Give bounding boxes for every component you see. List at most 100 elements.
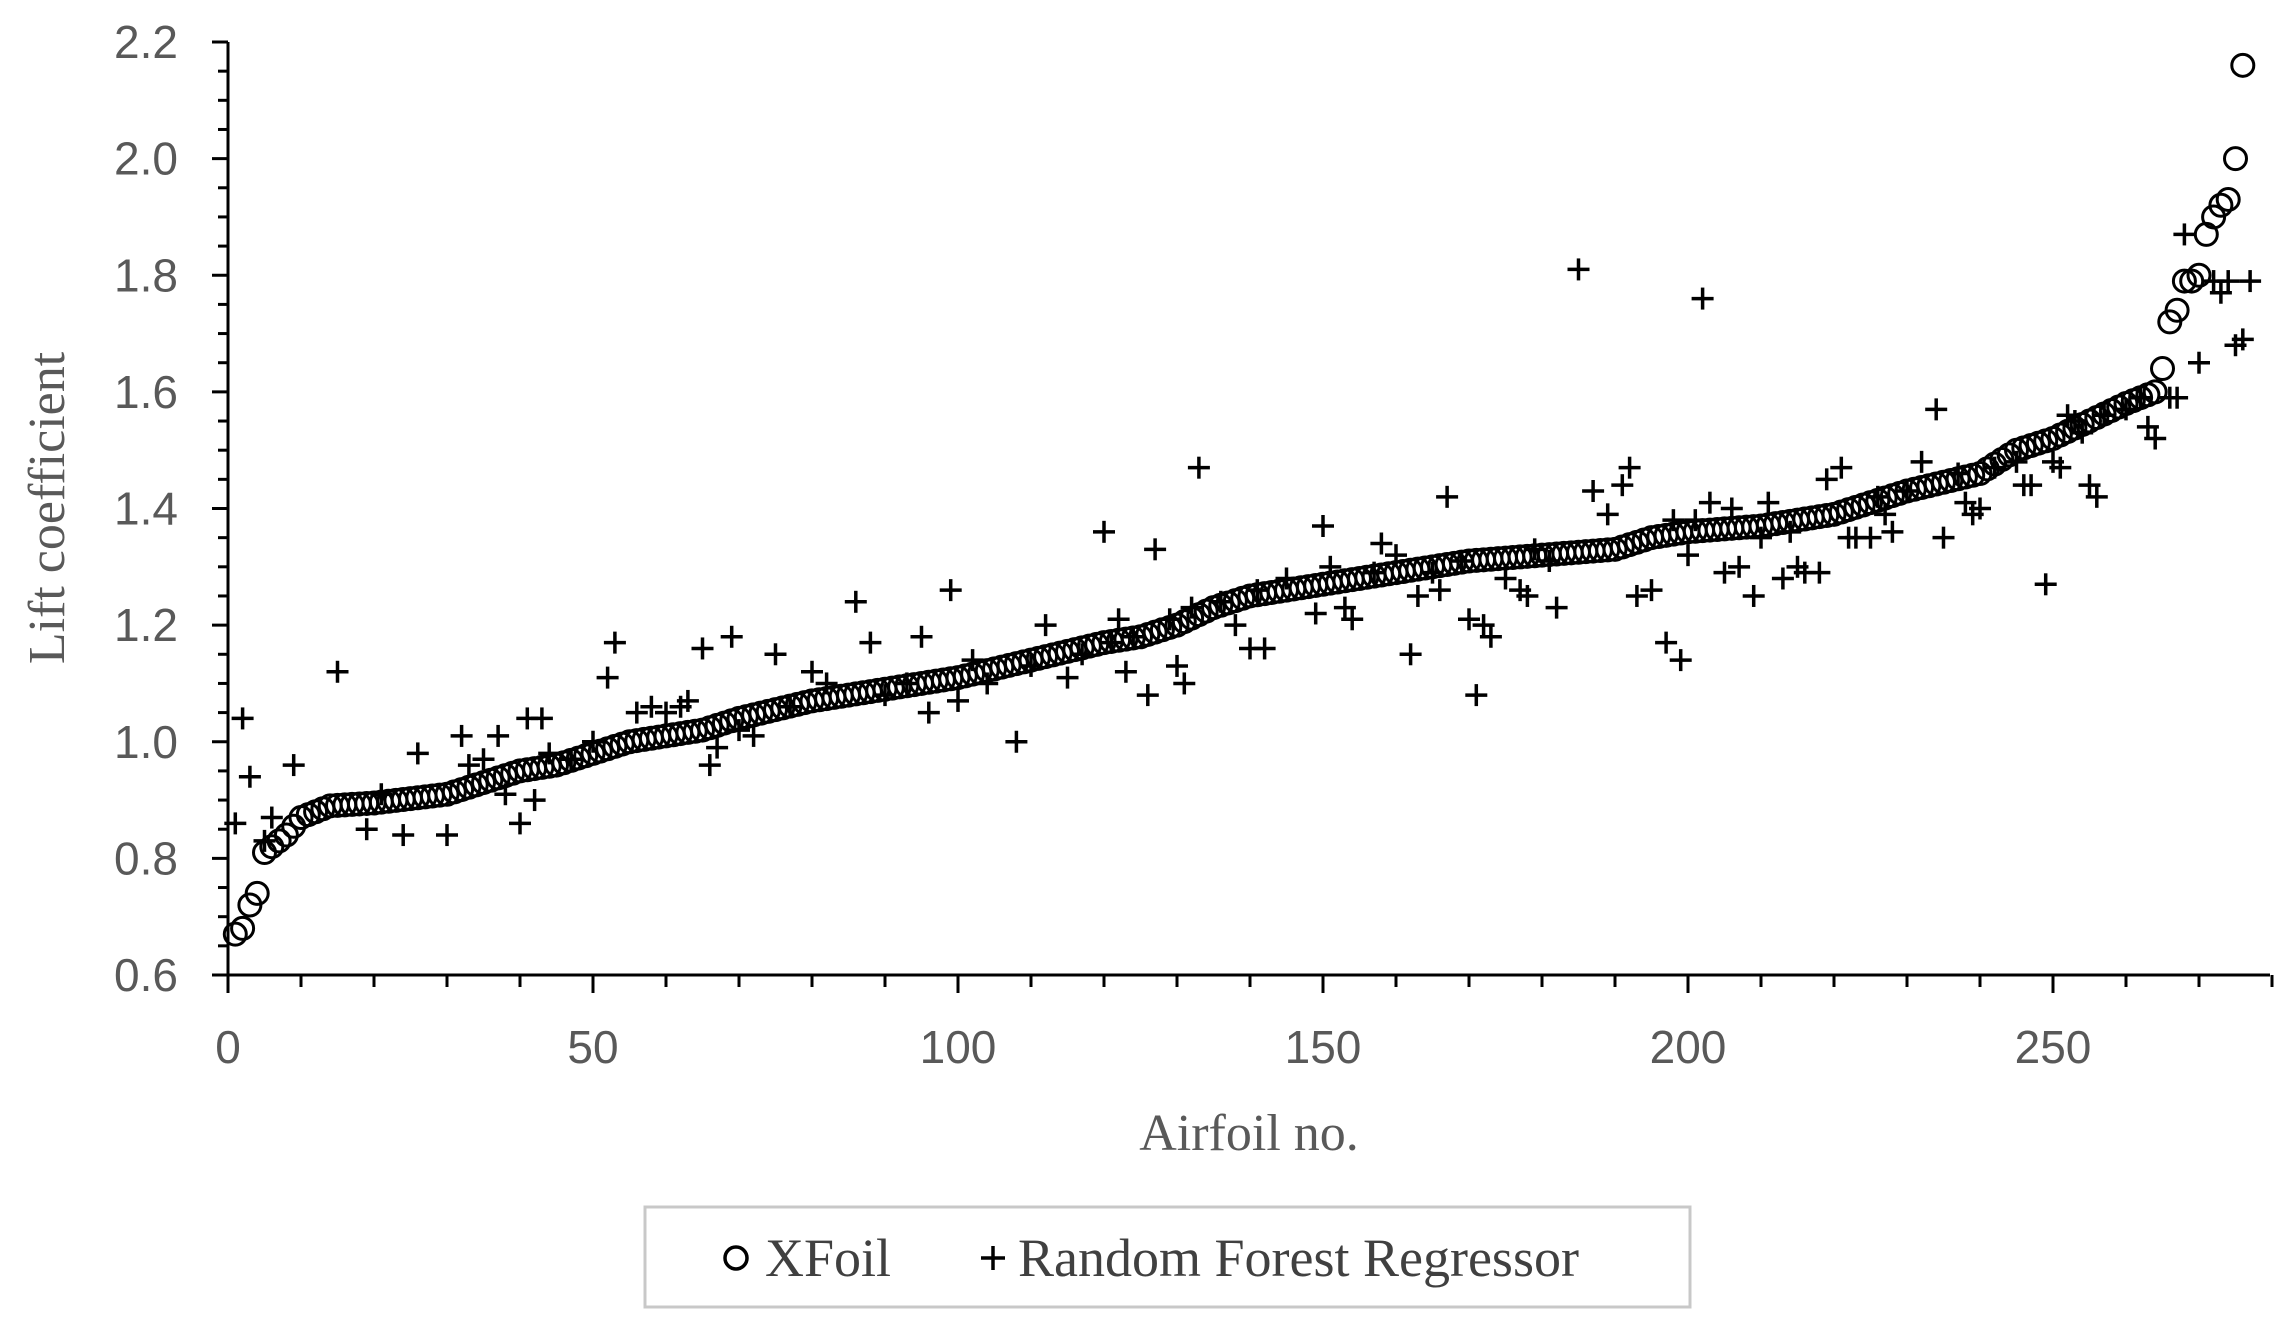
rf-point bbox=[260, 806, 283, 829]
rf-point bbox=[1684, 509, 1707, 532]
rf-point bbox=[2049, 456, 2072, 479]
rf-point bbox=[1144, 538, 1167, 561]
rf-point bbox=[625, 701, 648, 724]
rf-point bbox=[1954, 491, 1977, 514]
rf-point bbox=[1625, 584, 1648, 607]
rf-point bbox=[1896, 480, 1918, 503]
rf-point bbox=[779, 695, 802, 718]
rf-point bbox=[2005, 450, 2028, 473]
rf-point bbox=[1728, 555, 1751, 578]
rf-point bbox=[1304, 602, 1327, 625]
rf-point bbox=[1406, 584, 1429, 607]
rf-point bbox=[282, 754, 305, 777]
rf-point bbox=[1158, 608, 1181, 631]
rf-point bbox=[2085, 485, 2108, 508]
rf-point bbox=[1122, 625, 1145, 648]
rf-point bbox=[2129, 386, 2152, 409]
rf-point bbox=[706, 736, 729, 759]
rf-point bbox=[1187, 456, 1210, 479]
rf-point bbox=[1523, 538, 1546, 561]
rf-point bbox=[253, 829, 276, 852]
rf-point bbox=[1180, 596, 1203, 619]
rf-point bbox=[1881, 520, 1904, 543]
series-xfoil bbox=[222, 52, 2256, 947]
x-axis-title: Airfoil no. bbox=[1139, 1105, 1359, 1162]
rf-point bbox=[1618, 456, 1641, 479]
rf-point bbox=[2136, 415, 2159, 438]
rf-point bbox=[224, 812, 247, 835]
series-random-forest bbox=[224, 223, 2262, 852]
rf-point bbox=[2231, 328, 2254, 351]
rf-point bbox=[676, 689, 699, 712]
rf-point bbox=[1662, 509, 1685, 532]
rf-point bbox=[1465, 684, 1488, 707]
ticks bbox=[212, 40, 2274, 993]
legend-rf-marker bbox=[981, 1246, 1005, 1270]
rf-point bbox=[640, 695, 663, 718]
rf-point bbox=[1246, 579, 1269, 602]
rf-point bbox=[1458, 608, 1480, 631]
x-tick-label: 100 bbox=[920, 1021, 997, 1073]
rf-point bbox=[326, 660, 349, 683]
rf-point bbox=[1472, 614, 1495, 637]
rf-point bbox=[538, 742, 561, 765]
rf-point bbox=[472, 748, 495, 771]
rf-point bbox=[815, 672, 838, 695]
rf-point bbox=[1107, 608, 1130, 631]
x-tick-label: 250 bbox=[2015, 1021, 2092, 1073]
rf-point bbox=[1596, 503, 1619, 526]
xfoil-point bbox=[2171, 268, 2197, 294]
rf-point bbox=[523, 789, 546, 812]
rf-point bbox=[1720, 497, 1743, 520]
y-tick-label: 1.2 bbox=[114, 599, 178, 651]
rf-point bbox=[1538, 549, 1561, 572]
rf-point bbox=[1020, 654, 1042, 677]
rf-point bbox=[596, 666, 619, 689]
rf-point bbox=[1567, 258, 1590, 281]
rf-point bbox=[1436, 485, 1459, 508]
rf-point bbox=[1421, 561, 1444, 584]
rf-point bbox=[1910, 450, 1933, 473]
rf-point bbox=[1611, 474, 1634, 497]
rf-point bbox=[2239, 270, 2262, 293]
rf-point bbox=[1779, 520, 1802, 543]
y-tick-label: 2.2 bbox=[114, 16, 178, 68]
rf-point bbox=[1209, 590, 1232, 613]
rf-point bbox=[1771, 567, 1794, 590]
rf-point bbox=[1713, 561, 1736, 584]
legend-rf-label: Random Forest Regressor bbox=[1018, 1228, 1579, 1288]
xfoil-point bbox=[2215, 186, 2241, 212]
rf-point bbox=[910, 625, 933, 648]
rf-point bbox=[859, 631, 882, 654]
rf-point bbox=[698, 754, 721, 777]
rf-point bbox=[406, 742, 429, 765]
rf-point bbox=[494, 783, 517, 806]
rf-point bbox=[1253, 637, 1276, 660]
rf-point bbox=[720, 625, 743, 648]
rf-point bbox=[2217, 270, 2240, 293]
rf-point bbox=[1056, 666, 1079, 689]
rf-point bbox=[487, 724, 510, 747]
rf-point bbox=[1677, 544, 1699, 567]
rf-point bbox=[436, 824, 458, 847]
y-tick-label: 1.4 bbox=[114, 483, 178, 535]
x-tick-label: 150 bbox=[1285, 1021, 1362, 1073]
rf-point bbox=[582, 730, 604, 753]
rf-point bbox=[1691, 287, 1714, 310]
rf-point bbox=[1545, 596, 1568, 619]
y-tick-label: 0.6 bbox=[114, 949, 178, 1001]
rf-point bbox=[603, 631, 626, 654]
rf-point bbox=[844, 590, 867, 613]
rf-point bbox=[655, 701, 677, 724]
rf-point bbox=[1428, 579, 1451, 602]
xfoil-point bbox=[2223, 146, 2248, 172]
rf-point bbox=[976, 672, 999, 695]
rf-point bbox=[742, 724, 765, 747]
rf-point bbox=[1750, 526, 1772, 549]
rf-point bbox=[2173, 223, 2196, 246]
rf-point bbox=[1669, 649, 1692, 672]
rf-point bbox=[370, 783, 393, 806]
tick-labels: 0.6 0.8 1.0 1.2 1.4 1.6 1.8 2.0 2.2 0 50 100 150 200 2… bbox=[114, 16, 2091, 1073]
xfoil-point bbox=[2150, 356, 2175, 382]
rf-point bbox=[392, 824, 415, 847]
